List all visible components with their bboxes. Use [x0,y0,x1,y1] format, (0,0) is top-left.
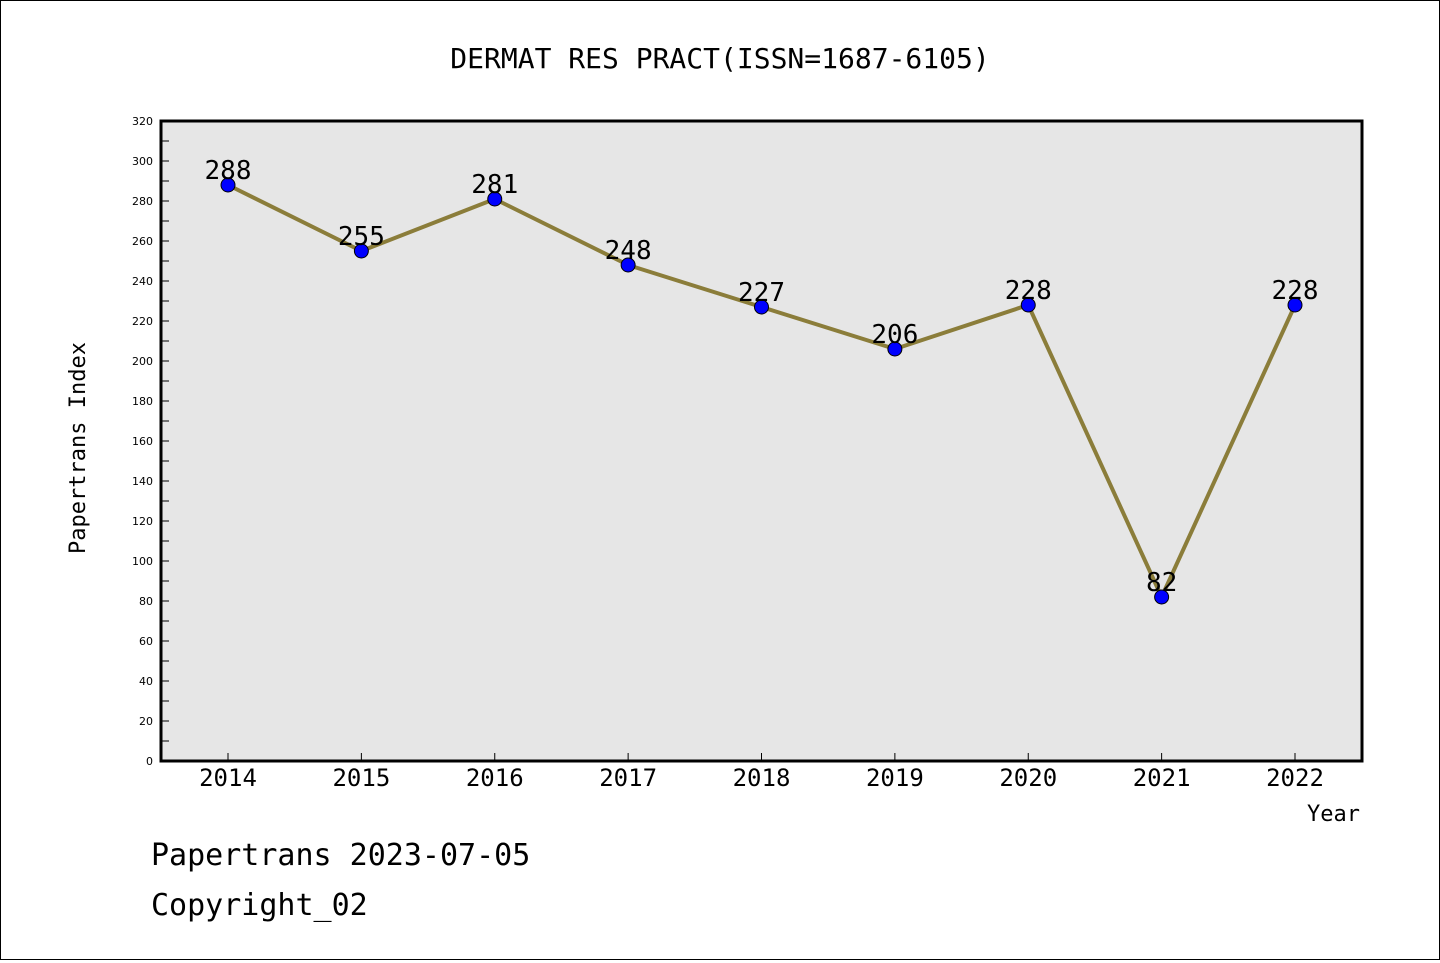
data-point [620,257,636,273]
y-tick-label: 220 [132,315,153,328]
y-tick-label: 280 [132,195,153,208]
y-tick-label: 80 [139,595,153,608]
y-tick-label: 40 [139,675,153,688]
y-axis-ticks: 0 20 40 60 80 100 120 140 160 180 200 220 240 260 280 3… [132,115,169,768]
x-tick-label: 2019 [866,764,924,792]
data-point [887,341,903,357]
x-axis-label: Year [1307,802,1360,827]
data-label: 206 [871,320,918,350]
y-tick-label: 320 [132,115,153,128]
y-tick-label: 180 [132,395,153,408]
footer-copyright: Copyright_02 [151,888,368,923]
y-tick-label: 300 [132,155,153,168]
plot-border [159,119,1364,763]
data-label: 255 [338,222,385,252]
data-point [1154,589,1170,605]
data-label: 227 [738,278,785,308]
x-tick-label: 2016 [466,764,524,792]
y-tick-label: 140 [132,475,153,488]
data-label: 228 [1005,276,1052,306]
x-tick-label: 2017 [599,764,657,792]
data-label: 281 [471,170,518,200]
x-tick-label: 2021 [1133,764,1191,792]
x-tick-label: 2022 [1266,764,1324,792]
data-label: 228 [1272,276,1319,306]
y-axis-label: Papertrans Index [66,342,91,554]
data-point [1020,297,1036,313]
data-label: 288 [205,156,252,186]
data-label: 248 [605,236,652,266]
data-point [220,177,236,193]
y-tick-label: 100 [132,555,153,568]
y-tick-label: 0 [146,755,153,768]
footer-date: Papertrans 2023-07-05 [151,838,530,873]
data-point [487,191,503,207]
x-axis-ticks: 2014 2015 2016 2017 2018 2019 2020 2021 2022 [199,753,1324,792]
y-tick-label: 260 [132,235,153,248]
data-point [754,299,769,315]
y-tick-label: 200 [132,355,153,368]
data-point [353,243,369,259]
x-tick-label: 2018 [733,764,791,792]
data-point [1287,297,1303,313]
plot-area [161,121,1362,761]
y-tick-label: 120 [132,515,153,528]
x-tick-label: 2015 [332,764,390,792]
y-tick-label: 160 [132,435,153,448]
series-group: 288 255 281 248 227 206 228 82 228 [205,156,1319,605]
y-tick-label: 60 [139,635,153,648]
y-tick-label: 240 [132,275,153,288]
x-tick-label: 2020 [999,764,1057,792]
x-tick-label: 2014 [199,764,257,792]
data-label: 82 [1146,568,1177,598]
chart-title: DERMAT RES PRACT(ISSN=1687-6105) [450,42,989,75]
y-tick-label: 20 [139,715,153,728]
